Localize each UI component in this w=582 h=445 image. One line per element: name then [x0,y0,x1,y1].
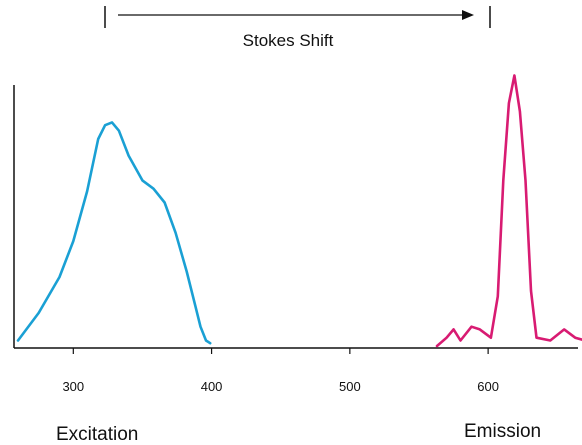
series [16,74,582,348]
excitation-label: Excitation [56,424,138,445]
x-ticks: 300 400 500 600 [62,348,499,394]
x-tick-label: 500 [339,379,361,394]
stokes-shift-annotation: Stokes Shift [104,6,491,50]
stokes-shift-arrow-head [462,10,474,20]
axes [13,85,578,349]
emission-label: Emission [464,421,541,442]
x-tick-label: 300 [62,379,84,394]
emission-series-line [435,74,582,348]
excitation-series-line [16,121,212,345]
x-tick-label: 600 [477,379,499,394]
stokes-shift-label: Stokes Shift [243,31,334,50]
x-tick-label: 400 [201,379,223,394]
